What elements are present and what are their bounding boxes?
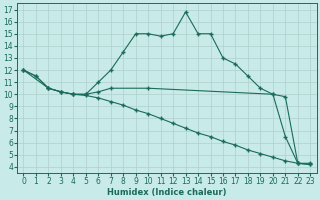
X-axis label: Humidex (Indice chaleur): Humidex (Indice chaleur) bbox=[107, 188, 227, 197]
